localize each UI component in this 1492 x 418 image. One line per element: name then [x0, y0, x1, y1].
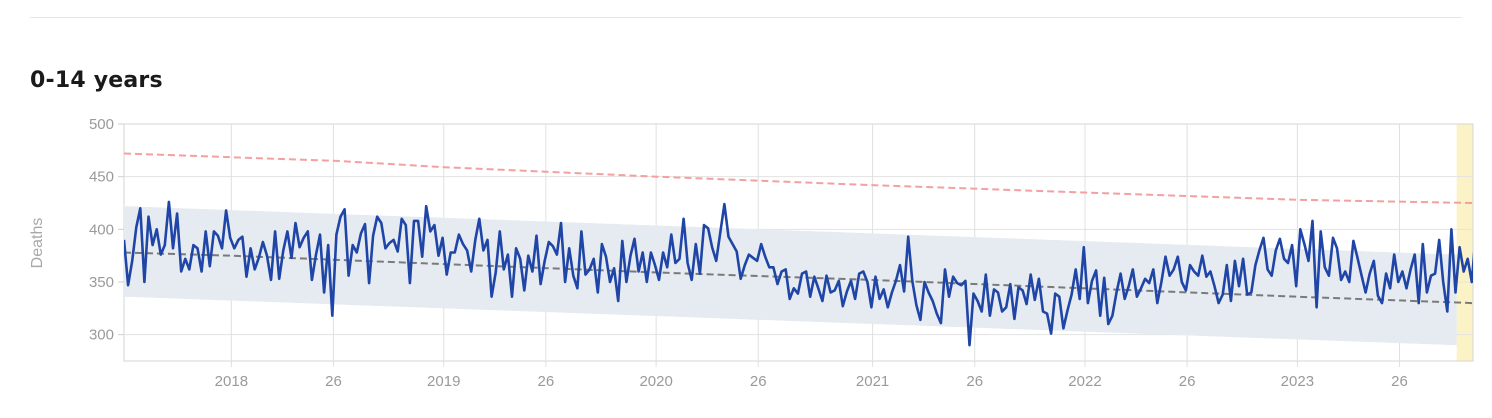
y-tick-label: 350	[89, 274, 114, 291]
baseline-trend-line	[124, 251, 1473, 305]
upper-threshold-line	[124, 152, 1473, 204]
y-tick-label: 400	[89, 221, 114, 238]
x-tick-label: 2020	[639, 373, 672, 390]
top-divider	[30, 17, 1462, 18]
x-tick-label: 26	[966, 373, 983, 390]
y-tick-label: 300	[89, 327, 114, 344]
x-tick-label: 26	[538, 373, 555, 390]
y-axis-label: Deaths	[29, 218, 46, 269]
x-tick-label: 26	[1179, 373, 1196, 390]
weekly-deaths-line	[124, 200, 1473, 347]
x-tick-label: 26	[325, 373, 342, 390]
x-tick-label: 2023	[1281, 373, 1314, 390]
current-period-highlight	[1456, 124, 1473, 361]
x-tick-label: 2018	[215, 373, 248, 390]
x-tick-label: 26	[1391, 373, 1408, 390]
x-tick-label: 2022	[1068, 373, 1101, 390]
x-tick-label: 2021	[856, 373, 889, 390]
x-tick-label: 2019	[427, 373, 460, 390]
y-tick-label: 500	[89, 116, 114, 133]
x-tick-label: 26	[750, 373, 767, 390]
y-tick-label: 450	[89, 169, 114, 186]
chart-title: 0-14 years	[30, 68, 163, 93]
